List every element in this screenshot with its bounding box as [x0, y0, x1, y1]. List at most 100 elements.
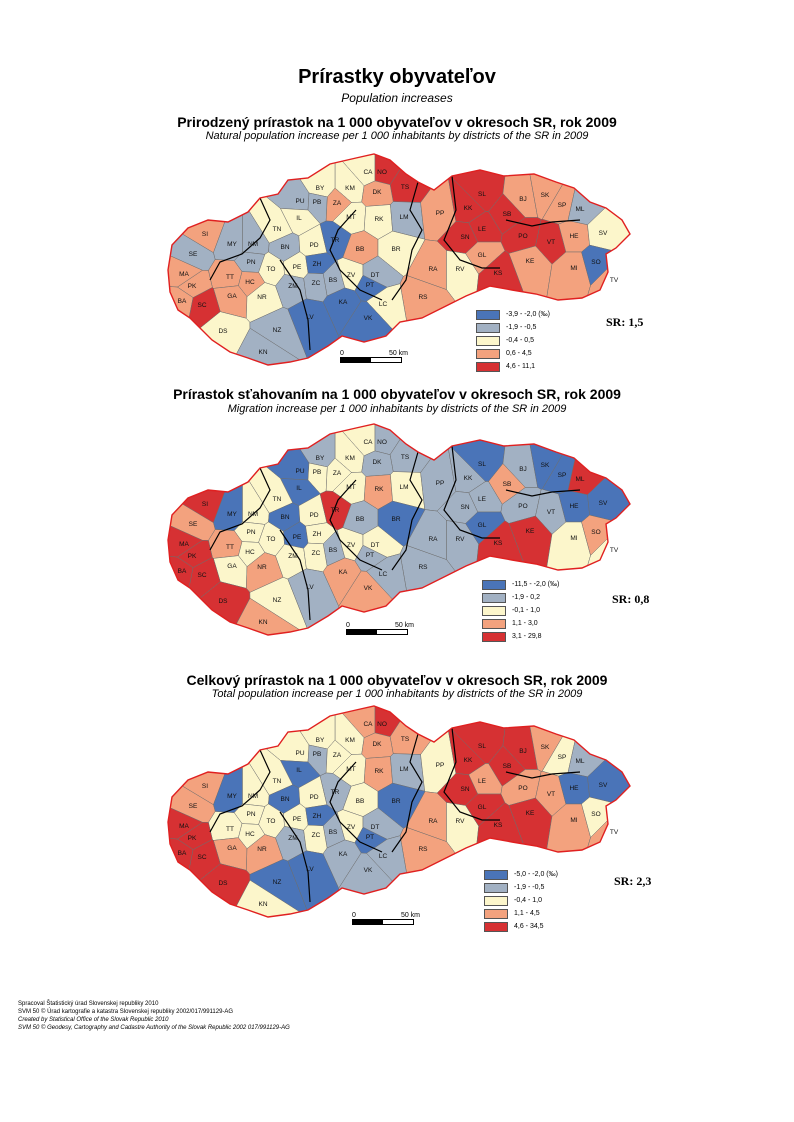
legend-label: 1,1 - 4,5 [514, 910, 540, 917]
map-2-title: Prírastok sťahovaním na 1 000 obyvateľov… [173, 386, 621, 402]
district-label-rs: RS [418, 294, 428, 301]
district-label-sv: SV [599, 782, 608, 789]
district-label-pu: PU [295, 750, 304, 757]
map-2-sr-value: SR: 0,8 [612, 592, 650, 606]
district-zc [303, 824, 328, 855]
district-label-km: KM [345, 737, 355, 744]
district-label-bj: BJ [519, 748, 527, 755]
district-label-br: BR [391, 246, 400, 253]
district-label-ke: KE [526, 258, 535, 265]
district-label-zm: ZM [288, 283, 297, 290]
district-label-dk: DK [372, 189, 382, 196]
district-label-bn: BN [280, 244, 289, 251]
district-label-nm: NM [248, 511, 258, 518]
district-label-he: HE [569, 503, 579, 510]
district-label-tv: TV [610, 547, 619, 554]
district-label-so: SO [591, 529, 600, 536]
region-border [391, 451, 423, 571]
legend-swatch [476, 309, 500, 320]
region-border [209, 467, 271, 551]
region-border [391, 181, 423, 301]
district-label-ml: ML [575, 476, 584, 483]
district-label-zc: ZC [312, 832, 321, 839]
district-label-rv: RV [456, 818, 466, 825]
district-label-sb: SB [503, 211, 512, 218]
district-label-sk: SK [541, 744, 550, 751]
district-label-mi: MI [570, 535, 577, 542]
district-label-ts: TS [401, 184, 410, 191]
legend-swatch [484, 921, 508, 932]
district-label-sc: SC [197, 572, 206, 579]
map-1-subtitle: Natural population increase per 1 000 in… [205, 130, 589, 142]
district-label-ka: KA [339, 569, 348, 576]
district-label-pn: PN [246, 259, 255, 266]
district-label-ks: KS [494, 540, 503, 547]
district-label-pb: PB [313, 751, 322, 758]
district-label-mi: MI [570, 265, 577, 272]
district-label-tt: TT [226, 826, 234, 833]
map-1-legend: -3,9 - -2,0 (‰) -1,9 - -0,5 -0,4 - 0,5 0,6 … [476, 308, 550, 373]
district-label-bn: BN [280, 514, 289, 521]
legend-swatch [484, 869, 508, 880]
district-label-pk: PK [188, 283, 197, 290]
legend-label: 3,1 - 29,8 [512, 633, 542, 640]
district-label-lc: LC [379, 853, 388, 860]
district-label-pt: PT [366, 552, 374, 559]
district-label-ma: MA [179, 271, 189, 278]
map-3-title: Celkový prírastok na 1 000 obyvateľov v … [186, 672, 608, 688]
district-label-le: LE [478, 778, 487, 785]
district-label-zh: ZH [313, 813, 322, 820]
district-label-km: KM [345, 455, 355, 462]
district-label-lc: LC [379, 301, 388, 308]
district-label-bb: BB [356, 246, 365, 253]
district-label-ds: DS [218, 880, 228, 887]
district-label-ks: KS [494, 822, 503, 829]
district-label-sc: SC [197, 302, 206, 309]
district-label-nz: NZ [273, 879, 282, 886]
district-label-by: BY [316, 185, 325, 192]
district-label-si: SI [202, 501, 208, 508]
district-label-to: TO [267, 536, 276, 543]
district-label-se: SE [189, 251, 198, 258]
district-label-nz: NZ [273, 597, 282, 604]
district-label-vt: VT [547, 791, 555, 798]
district-label-ks: KS [494, 270, 503, 277]
district-label-vk: VK [364, 315, 373, 322]
legend-swatch [484, 895, 508, 906]
district-label-rs: RS [418, 564, 428, 571]
district-label-zm: ZM [288, 835, 297, 842]
district-label-si: SI [202, 783, 208, 790]
legend-label: 4,6 - 34,5 [514, 923, 544, 930]
district-label-ca: CA [363, 721, 373, 728]
district-label-il: IL [296, 485, 302, 492]
map-3-sr-value: SR: 2,3 [614, 874, 652, 888]
map-2: CA NO TS KM BY PU PB ZA DK IL MT RK LM PP KK SL BJ SK SP ML… [167, 423, 631, 636]
district-label-lc: LC [379, 571, 388, 578]
district-label-po: PO [518, 503, 527, 510]
district-label-mt: MT [346, 484, 355, 491]
map-1-title: Prirodzený prírastok na 1 000 obyvateľov… [177, 114, 617, 130]
legend-item: -11,5 - -2,0 (‰) [482, 578, 559, 591]
district-label-ga: GA [227, 293, 237, 300]
district-label-mi: MI [570, 817, 577, 824]
legend-label: -1,9 - -0,5 [514, 884, 545, 891]
district-label-hc: HC [245, 549, 255, 556]
footer-line-1: Spracoval Štatistický úrad Slovenskej re… [18, 1001, 159, 1007]
district-label-le: LE [478, 226, 487, 233]
district-label-to: TO [267, 266, 276, 273]
district-label-ra: RA [428, 536, 438, 543]
district-label-pe: PE [293, 534, 302, 541]
district-ba [168, 837, 194, 917]
district-label-kk: KK [464, 757, 473, 764]
district-label-hc: HC [245, 279, 255, 286]
legend-item: -5,0 - -2,0 (‰) [484, 868, 558, 881]
region-border [505, 489, 581, 497]
district-label-bb: BB [356, 798, 365, 805]
legend-item: -1,9 - -0,5 [484, 881, 558, 894]
district-label-ba: BA [178, 298, 187, 305]
district-label-rs: RS [418, 846, 428, 853]
legend-label: -0,4 - 1,0 [514, 897, 543, 904]
district-label-ba: BA [178, 850, 187, 857]
legend-swatch [484, 882, 508, 893]
scale-label: 50 km [388, 350, 408, 357]
